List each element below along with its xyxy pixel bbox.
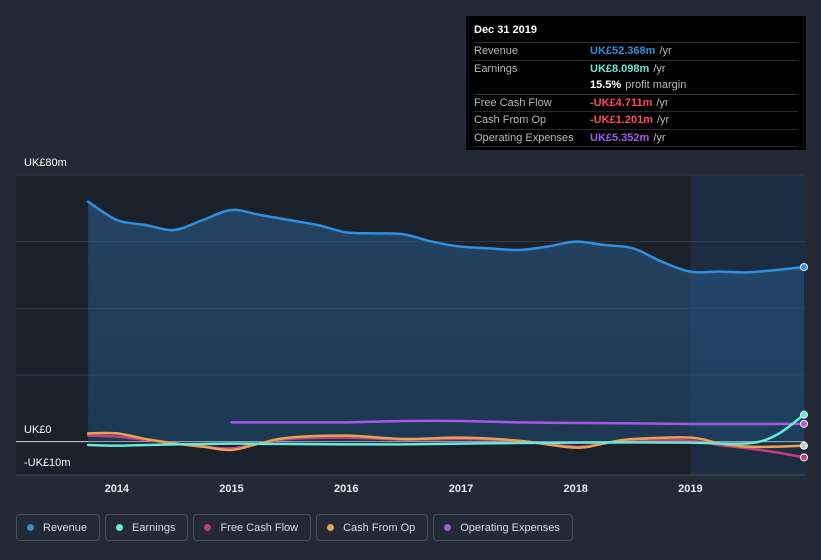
- tooltip-label: Earnings: [474, 62, 518, 75]
- tooltip-label: Operating Expenses: [474, 131, 574, 144]
- legend-item-cash-from-op[interactable]: Cash From Op: [316, 514, 429, 541]
- tooltip-label: Cash From Op: [474, 114, 547, 127]
- revenue-line: [86, 200, 806, 274]
- x-tick-label: 2014: [105, 483, 130, 495]
- tooltip-row-revenue: Revenue UK£52.368m /yr: [474, 43, 798, 61]
- legend-item-free-cash-flow[interactable]: Free Cash Flow: [193, 514, 312, 541]
- tooltip-unit: profit margin: [625, 79, 687, 92]
- y-label-zero: UK£0: [24, 424, 52, 436]
- tooltip-unit: /yr: [659, 45, 672, 58]
- legend: Revenue Earnings Free Cash Flow Cash Fro…: [16, 514, 573, 541]
- tooltip-row-cfo: Cash From Op -UK£1.201m /yr: [474, 112, 798, 130]
- series-layer: [86, 200, 806, 459]
- revenue-area: [88, 201, 805, 442]
- legend-label: Earnings: [132, 521, 176, 534]
- tooltip-label: Free Cash Flow: [474, 96, 552, 109]
- earnings-line: [86, 413, 806, 447]
- tooltip-value: -UK£4.711m: [590, 96, 653, 109]
- free-cash-flow-end-marker: [800, 453, 808, 462]
- tooltip-value: UK£52.368m: [590, 45, 656, 58]
- tooltip-value: 15.5%: [590, 79, 622, 92]
- legend-item-operating-expenses[interactable]: Operating Expenses: [433, 514, 573, 541]
- operating-expenses-line: [230, 419, 806, 426]
- legend-dot-icon: [27, 524, 34, 531]
- legend-label: Revenue: [43, 521, 88, 534]
- tooltip-value: UK£5.352m: [590, 131, 650, 144]
- tooltip-row-margin: 15.5% profit margin: [474, 77, 798, 95]
- x-tick-label: 2019: [678, 483, 702, 495]
- cash-from-op-end-marker: [800, 441, 808, 450]
- x-tick-label: 2015: [219, 483, 243, 495]
- tooltip-panel: Dec 31 2019 Revenue UK£52.368m /yr Earni…: [466, 16, 806, 150]
- tooltip-row-earnings: Earnings UK£8.098m /yr: [474, 61, 798, 78]
- legend-dot-icon: [116, 524, 124, 531]
- tooltip-value: UK£8.098m: [590, 62, 650, 75]
- earnings-end-marker: [800, 410, 808, 419]
- tooltip-unit: /yr: [653, 62, 666, 75]
- end-markers: [800, 263, 808, 462]
- operating-expenses-end-marker: [800, 419, 808, 428]
- y-label-bottom: -UK£10m: [24, 457, 70, 469]
- legend-item-earnings[interactable]: Earnings: [105, 514, 189, 541]
- tooltip-label: Revenue: [474, 45, 519, 58]
- legend-dot-icon: [444, 524, 452, 531]
- tooltip-value: -UK£1.201m: [590, 114, 653, 127]
- legend-dot-icon: [204, 524, 212, 531]
- tooltip-unit: /yr: [656, 96, 669, 109]
- legend-label: Operating Expenses: [460, 521, 560, 534]
- legend-label: Free Cash Flow: [220, 521, 299, 534]
- chart-canvas: 2014 2015 2016 2017 2018 2019 UK£80m UK£0 -UK…: [16, 157, 808, 495]
- x-tick-label: 2018: [563, 483, 587, 495]
- tooltip-unit: /yr: [656, 114, 670, 127]
- legend-label: Cash From Op: [343, 521, 416, 534]
- tooltip-row-fcf: Free Cash Flow -UK£4.711m /yr: [474, 95, 798, 112]
- revenue-end-marker: [800, 263, 808, 272]
- x-axis: 2014 2015 2016 2017 2018 2019: [105, 483, 703, 495]
- y-label-top: UK£80m: [24, 157, 67, 169]
- x-tick-label: 2016: [334, 483, 358, 495]
- tooltip-date: Dec 31 2019: [474, 24, 798, 43]
- legend-item-revenue[interactable]: Revenue: [16, 514, 101, 541]
- tooltip-unit: /yr: [653, 131, 666, 144]
- x-tick-label: 2017: [449, 483, 473, 495]
- legend-dot-icon: [327, 524, 335, 531]
- tooltip-row-opex: Operating Expenses UK£5.352m /yr: [474, 130, 798, 147]
